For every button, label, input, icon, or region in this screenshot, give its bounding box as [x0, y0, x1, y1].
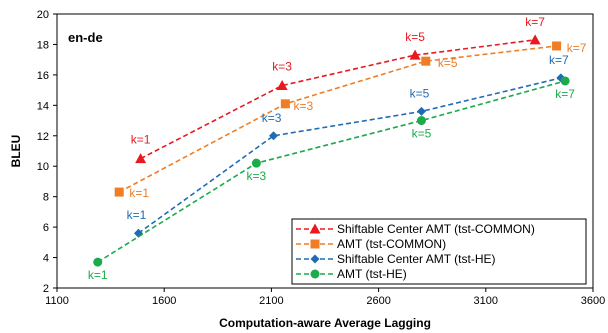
x-axis-title: Computation-aware Average Lagging [219, 316, 431, 330]
data-label: k=5 [410, 86, 430, 100]
data-label: k=3 [247, 169, 267, 183]
axes: 1100 1600 2100 2600 3100 3600 2 4 6 8 10 12 14 16 18 20 [37, 9, 605, 307]
data-point [529, 34, 541, 45]
data-label: k=7 [567, 41, 587, 55]
data-point [416, 106, 426, 116]
legend-item: Shiftable Center AMT (tst-HE) [296, 252, 496, 266]
y-tick-label: 8 [43, 192, 49, 204]
data-label: k=3 [272, 60, 292, 74]
data-label: k=7 [549, 53, 569, 67]
data-point [280, 99, 290, 109]
data-point [114, 187, 124, 197]
y-tick-label: 12 [37, 131, 49, 143]
x-tick-label: 3600 [581, 295, 605, 307]
series-3: k=1 k=3 k=5 k=7 [127, 53, 569, 238]
legend-label: Shiftable Center AMT (tst-COMMON) [337, 222, 535, 236]
series-layer: k=1k=3k=5k=7k=1k=3k=5k=7k=1k=3k=5k=7k=1k… [88, 15, 587, 282]
data-label: k=7 [525, 15, 545, 29]
data-label: k=5 [438, 56, 458, 70]
legend: Shiftable Center AMT (tst-COMMON)AMT (ts… [291, 218, 587, 285]
data-point [409, 49, 421, 60]
y-tick-label: 10 [37, 161, 49, 173]
y-tick-label: 16 [37, 70, 49, 82]
legend-box [291, 218, 587, 285]
y-tick-label: 14 [37, 100, 49, 112]
legend-item: AMT (tst-COMMON) [296, 237, 446, 251]
x-tick-label: 1100 [45, 295, 69, 307]
series-4: k=1 k=3 k=5 k=7 [88, 76, 575, 282]
legend-item: AMT (tst-HE) [296, 267, 407, 281]
y-tick-label: 2 [43, 283, 49, 295]
legend-label: Shiftable Center AMT (tst-HE) [337, 252, 496, 266]
data-point [135, 153, 147, 164]
data-point [276, 80, 288, 91]
series-line [97, 80, 566, 263]
x-tick-label: 1600 [152, 295, 176, 307]
data-point [560, 76, 570, 86]
data-label: k=3 [293, 99, 313, 113]
legend-marker [309, 223, 321, 234]
legend-marker [310, 269, 320, 279]
data-label: k=5 [412, 127, 432, 141]
data-point [93, 257, 103, 267]
data-label: k=3 [262, 111, 282, 125]
data-label: k=1 [129, 186, 149, 200]
x-tick-label: 2100 [259, 295, 283, 307]
data-label: k=1 [88, 268, 108, 282]
data-point [552, 41, 562, 51]
series-line [138, 77, 562, 234]
data-label: k=1 [131, 133, 151, 147]
data-point [251, 158, 261, 168]
y-tick-label: 18 [37, 39, 49, 51]
y-axis-title: BLEU [9, 135, 23, 168]
legend-label: AMT (tst-HE) [337, 267, 407, 281]
legend-label: AMT (tst-COMMON) [337, 237, 446, 251]
y-tick-label: 20 [37, 9, 49, 21]
series-line [140, 39, 536, 160]
series-line [118, 45, 557, 193]
data-point [416, 116, 426, 126]
x-tick-label: 3100 [474, 295, 498, 307]
data-label: k=1 [127, 208, 147, 222]
y-tick-label: 4 [43, 253, 49, 265]
series-2: k=1 k=3 k=5 k=7 [114, 41, 587, 200]
data-label: k=5 [405, 30, 425, 44]
data-label: k=7 [555, 87, 575, 101]
y-tick-label: 6 [43, 222, 49, 234]
data-point [421, 56, 431, 66]
series-1: k=1 k=3 k=5 k=7 [131, 15, 545, 164]
legend-marker [310, 239, 320, 249]
panel-label: en-de [68, 30, 103, 45]
x-tick-label: 2600 [366, 295, 390, 307]
legend-marker [310, 254, 320, 264]
data-point [269, 131, 279, 141]
legend-item: Shiftable Center AMT (tst-COMMON) [296, 222, 535, 236]
